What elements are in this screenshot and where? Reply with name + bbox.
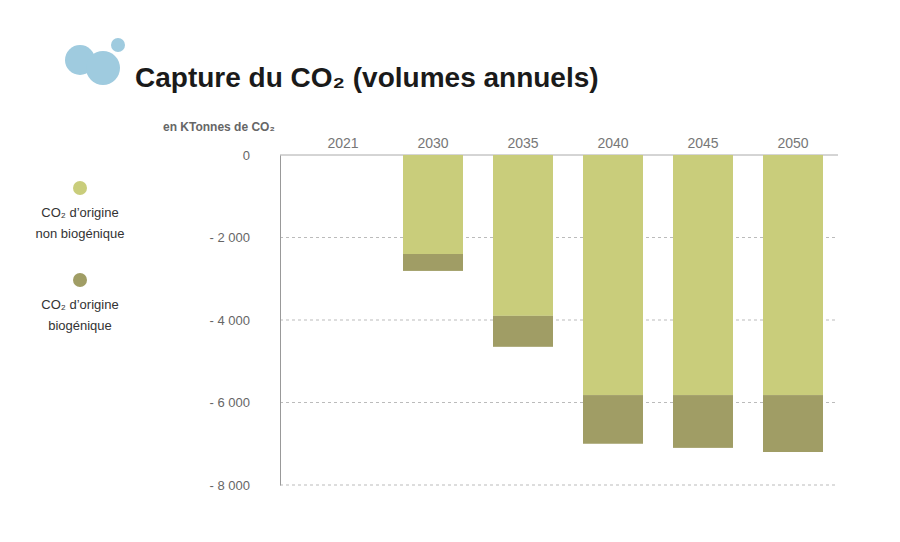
x-tick: 2045	[687, 135, 718, 155]
bar-segment	[673, 395, 733, 448]
legend-swatch	[73, 273, 87, 287]
x-tick-label: 2045	[687, 135, 718, 151]
bar-segment	[673, 155, 733, 395]
y-tick: - 2 000	[210, 230, 280, 245]
bar-segment	[763, 395, 823, 452]
y-tick-label: - 6 000	[210, 395, 250, 410]
grid	[280, 155, 838, 485]
legend-label: CO₂ d’originebiogénique	[41, 297, 118, 333]
grid-line	[280, 237, 838, 238]
y-tick-label: - 4 000	[210, 313, 250, 328]
bars	[403, 155, 823, 452]
bar-segment	[403, 254, 463, 271]
x-axis: 2021 2030 2035 2040 2045 2050	[327, 135, 808, 155]
legend-label: CO₂ d’originenon biogénique	[36, 205, 125, 241]
y-tick: 0	[243, 148, 280, 163]
legend-swatch	[73, 181, 87, 195]
y-axis: 0 - 2 000 - 4 000 - 6 000 - 8 000	[210, 148, 281, 493]
title-icon	[65, 38, 125, 85]
grid-line	[280, 155, 838, 156]
x-tick: 2030	[417, 135, 448, 155]
x-tick-label: 2035	[507, 135, 538, 151]
grid-line	[280, 485, 838, 486]
x-tick-label: 2040	[597, 135, 628, 151]
y-axis-line	[280, 156, 281, 486]
grid-line	[280, 320, 838, 321]
x-tick-label: 2030	[417, 135, 448, 151]
y-tick: - 4 000	[210, 313, 280, 328]
x-tick: 2035	[507, 135, 538, 155]
chart-svg: Capture du CO₂ (volumes annuels) en KTonn…	[0, 0, 900, 542]
chart-container: Capture du CO₂ (volumes annuels) en KTonn…	[0, 0, 900, 542]
chart-title: Capture du CO₂ (volumes annuels)	[135, 62, 599, 93]
bar-segment	[313, 155, 373, 156]
x-tick-label: 2021	[327, 135, 358, 151]
x-tick-label: 2050	[777, 135, 808, 151]
y-axis-title: en KTonnes de CO₂	[163, 120, 275, 134]
y-tick: - 8 000	[210, 478, 280, 493]
bar-segment	[403, 155, 463, 254]
legend: CO₂ d’originenon biogénique CO₂ d’origine…	[36, 181, 125, 333]
x-tick: 2040	[597, 135, 628, 155]
y-tick-label: - 8 000	[210, 478, 250, 493]
y-tick-label: 0	[243, 148, 250, 163]
icon-bubble	[111, 38, 125, 52]
bar-segment	[583, 155, 643, 395]
x-tick: 2021	[327, 135, 358, 155]
x-tick: 2050	[777, 135, 808, 155]
y-tick-label: - 2 000	[210, 230, 250, 245]
bar-segment	[493, 155, 553, 316]
bar-segment	[763, 155, 823, 395]
bar-segment	[583, 395, 643, 444]
bar-segment	[313, 155, 373, 156]
grid-line	[280, 402, 838, 403]
y-tick: - 6 000	[210, 395, 280, 410]
bar-segment	[493, 316, 553, 347]
icon-bubble	[86, 51, 120, 85]
